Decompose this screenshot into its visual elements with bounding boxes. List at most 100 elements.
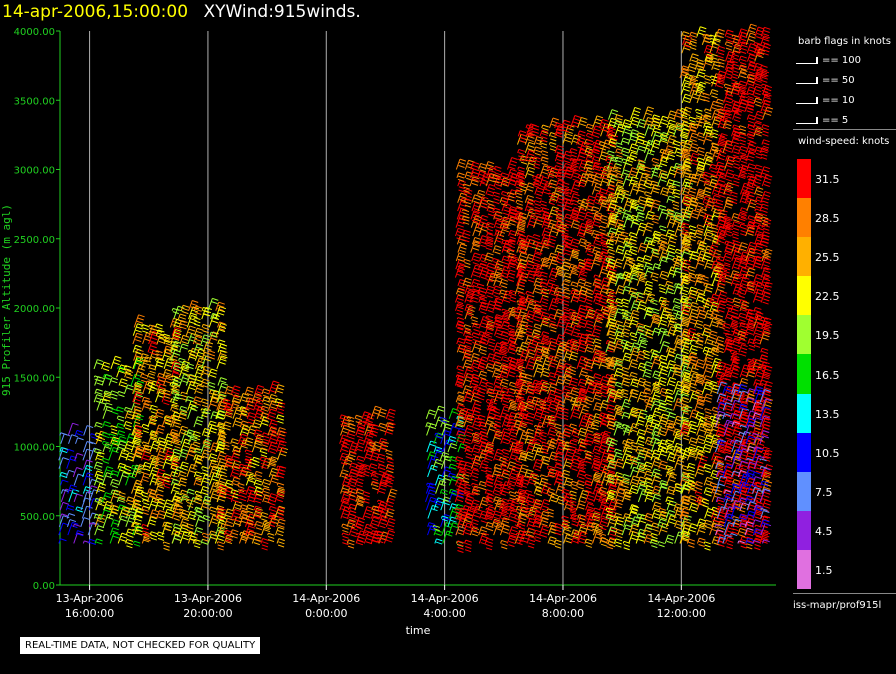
wind-barb-flag	[165, 368, 172, 372]
x-tick-label: 16:00:00	[65, 607, 114, 620]
wind-barb-flag	[247, 537, 255, 540]
wind-barb-staff	[73, 473, 79, 486]
wind-barb-flag	[111, 390, 118, 394]
wind-barb-flag	[499, 492, 506, 496]
wind-barb-flag	[348, 516, 356, 520]
wind-barb-flag	[480, 373, 487, 377]
wind-barb-flag	[437, 408, 445, 412]
wind-barb-staff	[232, 417, 237, 428]
wind-barb-flag	[171, 462, 178, 466]
wind-barb-staff	[141, 506, 144, 511]
wind-barb-staff	[441, 522, 447, 536]
wind-barb-flag	[221, 385, 228, 389]
wind-barb-flag	[76, 509, 83, 513]
wind-barb-flag	[95, 501, 103, 504]
wind-barb-flag	[210, 371, 217, 375]
wind-barb-flag	[175, 492, 182, 496]
wind-barb-flag	[472, 356, 480, 360]
wind-barb-flag	[126, 542, 133, 546]
wind-barb-flag	[136, 492, 144, 496]
wind-barb-flag	[159, 450, 166, 454]
wind-barb-flag	[493, 194, 500, 198]
wind-barb-flag	[365, 512, 372, 516]
wind-barb-flag	[104, 395, 111, 399]
wind-barb-flag	[173, 393, 180, 397]
wind-barb-flag	[217, 312, 225, 316]
wind-barb-staff	[133, 314, 140, 328]
wind-barb-flag	[128, 496, 135, 500]
wind-barb-flag	[503, 527, 510, 531]
wind-barb-flag	[158, 375, 165, 379]
wind-barb-staff	[515, 532, 518, 536]
wind-barb-staff	[171, 308, 174, 311]
wind-barb-flag	[171, 358, 178, 362]
wind-barb-flag	[134, 499, 142, 503]
wind-barb-flag	[181, 467, 188, 471]
wind-barb-staff	[133, 349, 138, 361]
wind-barb-flag	[466, 306, 473, 310]
wind-barb-flag	[133, 401, 141, 405]
wind-barb-flag	[372, 484, 379, 488]
wind-barb-flag	[457, 290, 465, 294]
wind-barb-staff	[471, 457, 474, 461]
wind-barb-flag	[428, 412, 435, 416]
wind-barb-flag	[474, 194, 481, 198]
wind-barb-staff	[508, 230, 512, 237]
wind-barb-flag	[77, 533, 84, 537]
wind-barb-flag	[171, 378, 179, 382]
wind-barb-flag	[459, 158, 467, 162]
wind-barb-flag	[172, 467, 179, 471]
wind-barb-flag	[137, 470, 145, 474]
wind-barb-flag	[480, 370, 488, 374]
wind-barb-staff	[102, 466, 108, 478]
wind-barb-staff	[117, 515, 122, 527]
wind-barb-staff	[101, 472, 108, 486]
wind-barb-flag	[158, 513, 166, 517]
wind-barb-flag	[472, 262, 479, 266]
wind-barb-staff	[187, 374, 190, 378]
wind-barb-flag	[142, 508, 150, 512]
wind-barb-staff	[455, 374, 458, 378]
wind-barb-flag	[480, 427, 487, 431]
wind-barb-staff	[180, 438, 186, 453]
wind-barb-staff	[179, 461, 184, 469]
wind-barb-flag	[158, 329, 165, 333]
wind-barb-flag	[486, 503, 493, 507]
wind-barb-flag	[501, 539, 508, 543]
wind-barb-flag	[150, 537, 157, 541]
wind-barb-staff	[125, 452, 130, 461]
wind-barb-flag	[128, 528, 135, 532]
wind-barb-flag	[171, 341, 179, 345]
wind-barb-flag	[171, 401, 178, 405]
wind-barb-staff	[177, 313, 181, 320]
wind-barb-flag	[121, 452, 128, 456]
wind-barb-flag	[151, 342, 158, 346]
wind-barb-flag	[149, 351, 156, 355]
wind-barb-staff	[251, 393, 256, 403]
wind-barb-flag	[156, 361, 163, 364]
wind-barb-staff	[149, 531, 152, 536]
wind-barb-flag	[391, 488, 398, 492]
y-tick-label: 3000.00	[14, 166, 55, 177]
wind-barb-staff	[170, 349, 176, 361]
wind-barb-staff	[499, 172, 503, 178]
wind-barb-flag	[387, 524, 395, 528]
wind-barb-staff	[125, 507, 131, 519]
wind-barb-flag	[486, 381, 494, 385]
wind-barb-flag	[471, 478, 478, 482]
wind-barb-flag	[474, 236, 482, 240]
wind-barb-flag	[171, 414, 178, 418]
wind-barb-staff	[457, 180, 461, 187]
wind-barb-flag	[134, 390, 141, 394]
wind-barb-flag	[493, 201, 500, 205]
wind-barb-flag	[98, 451, 105, 455]
wind-barb-flag	[109, 436, 116, 440]
wind-barb-flag	[515, 423, 523, 427]
wind-barb-flag	[196, 419, 203, 423]
wind-barb-flag	[263, 402, 270, 406]
wind-barb-flag	[481, 463, 489, 467]
wind-barb-flag	[174, 411, 181, 415]
wind-barb-flag	[235, 503, 242, 507]
wind-barb-staff	[177, 471, 181, 478]
wind-barb-flag	[276, 533, 284, 537]
